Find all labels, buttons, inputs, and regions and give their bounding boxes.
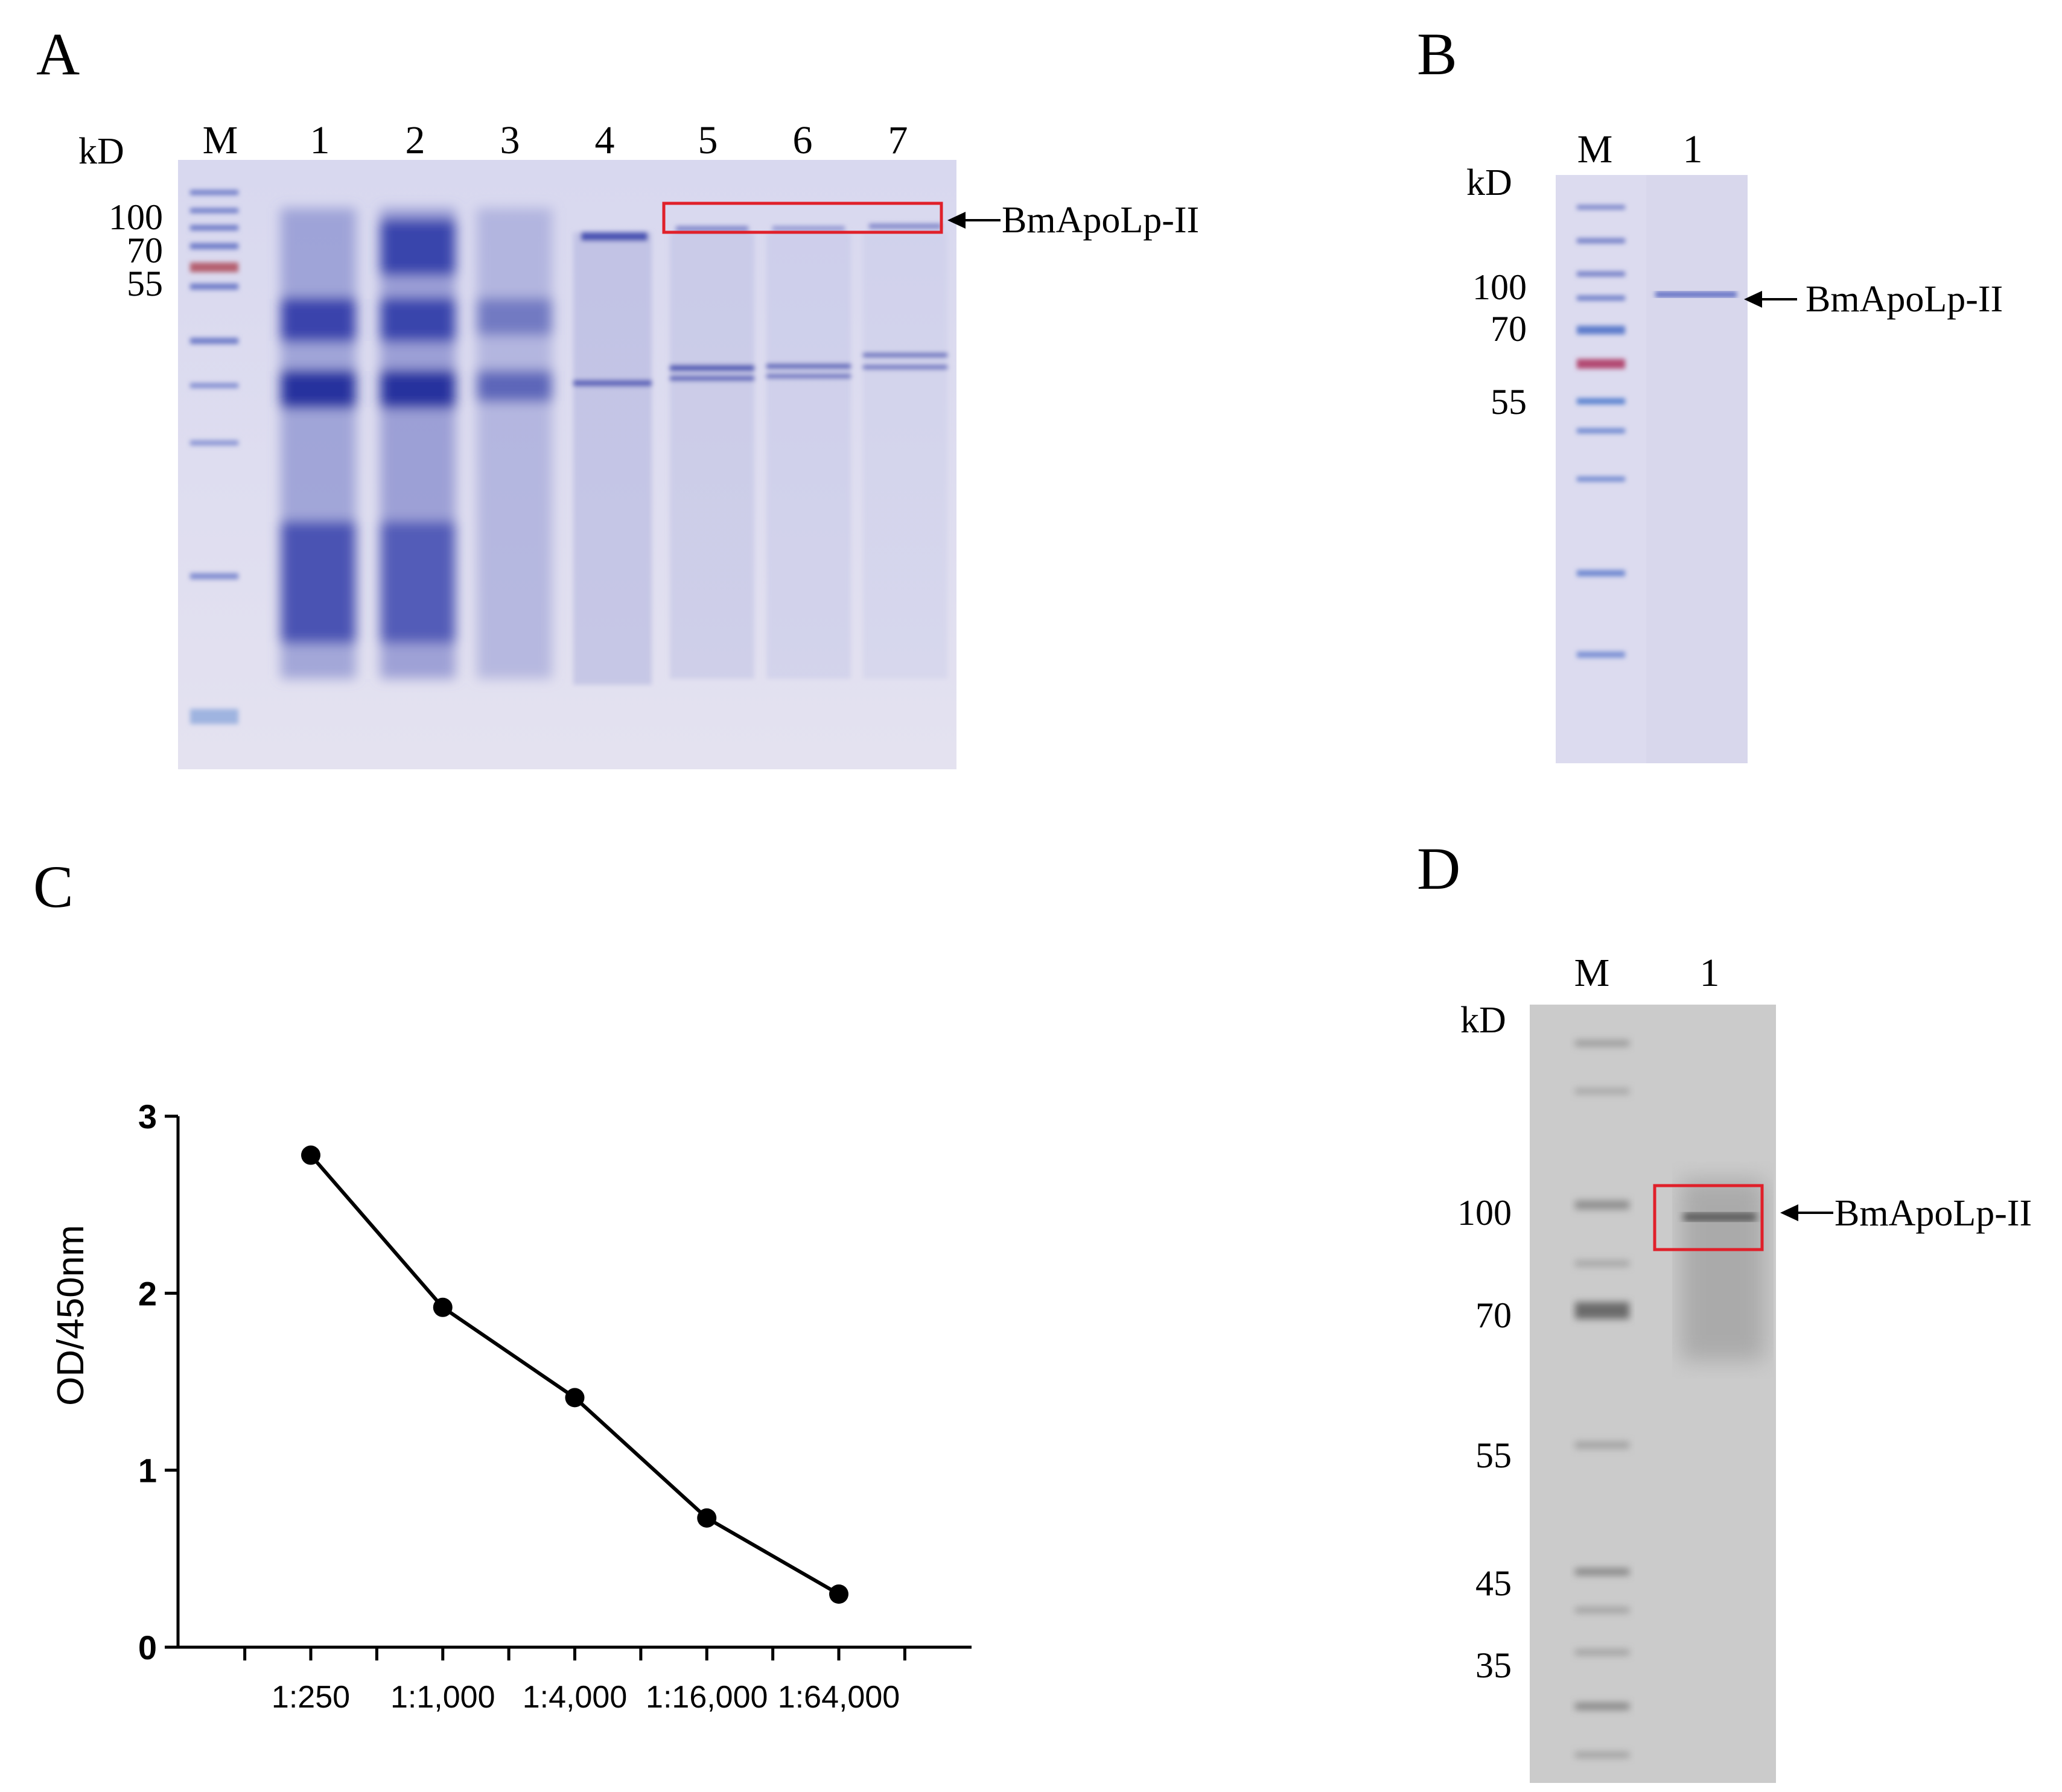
panel-d-mw-100: 100: [1457, 1193, 1512, 1233]
panel-a-lane-5: 5: [698, 118, 718, 162]
chart-x-tick-label: 1:4,000: [523, 1680, 628, 1715]
chart-series-line: [309, 1154, 840, 1596]
chart-y-tick-label: 3: [138, 1098, 157, 1136]
chart-data-point: [829, 1584, 848, 1604]
panel-a-mw-100: 100: [109, 197, 163, 237]
panel-a-mw-55: 55: [127, 264, 163, 303]
panel-a-kd-label: kD: [78, 131, 124, 172]
lanes-5-7-bands: [670, 224, 947, 679]
panel-d-lane-m: M: [1574, 951, 1610, 995]
panel-d-mw-45: 45: [1475, 1563, 1512, 1603]
panel-d-highlight-box: [1653, 1184, 1764, 1251]
panel-a-lane-3: 3: [500, 118, 520, 162]
chart-x-tick-label: 1:16,000: [646, 1680, 768, 1715]
panel-a-lane-7: 7: [888, 118, 908, 162]
chart-y-tick-label: 2: [138, 1274, 157, 1312]
chart-y-tick-label: 0: [138, 1628, 157, 1666]
panel-label-b: B: [1417, 21, 1457, 87]
panel-d-annotation: BmApoLp-II: [1834, 1193, 2032, 1234]
marker-ladder: [190, 190, 238, 724]
lanes-1-2-lysate: [281, 208, 552, 679]
panel-a-lane-6: 6: [792, 118, 813, 162]
panel-a-lane-1: 1: [310, 118, 330, 162]
chart-data-point: [565, 1388, 585, 1408]
panel-d-mw-70: 70: [1475, 1295, 1512, 1335]
panel-a-lane-m: M: [202, 118, 238, 162]
chart-y-axis-label: OD/450nm: [50, 1225, 92, 1406]
lane-4-bands: [573, 232, 652, 685]
panel-a-arrow: [947, 212, 1001, 229]
panel-a-lane-2: 2: [405, 118, 425, 162]
panel-label-c: C: [33, 853, 74, 920]
purified-band: [1655, 291, 1737, 297]
panel-a-lane-4: 4: [594, 118, 615, 162]
panel-label-a: A: [36, 21, 80, 87]
panel-d-kd-label: kD: [1460, 1000, 1506, 1041]
panel-b-kd-label: kD: [1466, 162, 1512, 203]
panel-d-blot: [1530, 1005, 1776, 1783]
chart-x-tick-label: 1:64,000: [778, 1680, 900, 1715]
panel-b-lane-m: M: [1577, 127, 1613, 171]
panel-d-lane-1: 1: [1699, 951, 1720, 995]
lane-1-smear: [1681, 1180, 1765, 1361]
chart-data-point: [697, 1508, 717, 1528]
panel-a-mw-70: 70: [127, 230, 163, 270]
marker-ladder: [1577, 205, 1625, 658]
panel-b-mw-55: 55: [1491, 382, 1527, 422]
panel-a-gel: [178, 160, 956, 769]
blot-background: [1530, 1005, 1776, 1783]
chart-data-point: [433, 1297, 453, 1317]
panel-a-highlight-box: [662, 202, 943, 234]
panel-b-lane-1: 1: [1682, 127, 1703, 171]
chart-data-point: [301, 1145, 320, 1165]
panel-d-mw-55: 55: [1475, 1435, 1512, 1475]
chart-x-tick-label: 1:250: [272, 1680, 350, 1715]
panel-label-d: D: [1417, 835, 1461, 902]
panel-b-annotation: BmApoLp-II: [1806, 279, 2003, 320]
panel-b-mw-70: 70: [1491, 309, 1527, 349]
panel-d-arrow: [1780, 1204, 1833, 1221]
panel-d-mw-35: 35: [1475, 1645, 1512, 1685]
target-band: [1684, 1213, 1756, 1221]
panel-b-mw-100: 100: [1472, 267, 1527, 307]
panel-a-annotation: BmApoLp-II: [1002, 200, 1200, 241]
marker-ladder: [1575, 1041, 1629, 1757]
chart-y-tick-label: 1: [138, 1452, 157, 1490]
panel-b-arrow: [1744, 291, 1797, 308]
chart-x-tick-label: 1:1,000: [390, 1680, 495, 1715]
panel-b-gel: [1556, 175, 1748, 763]
